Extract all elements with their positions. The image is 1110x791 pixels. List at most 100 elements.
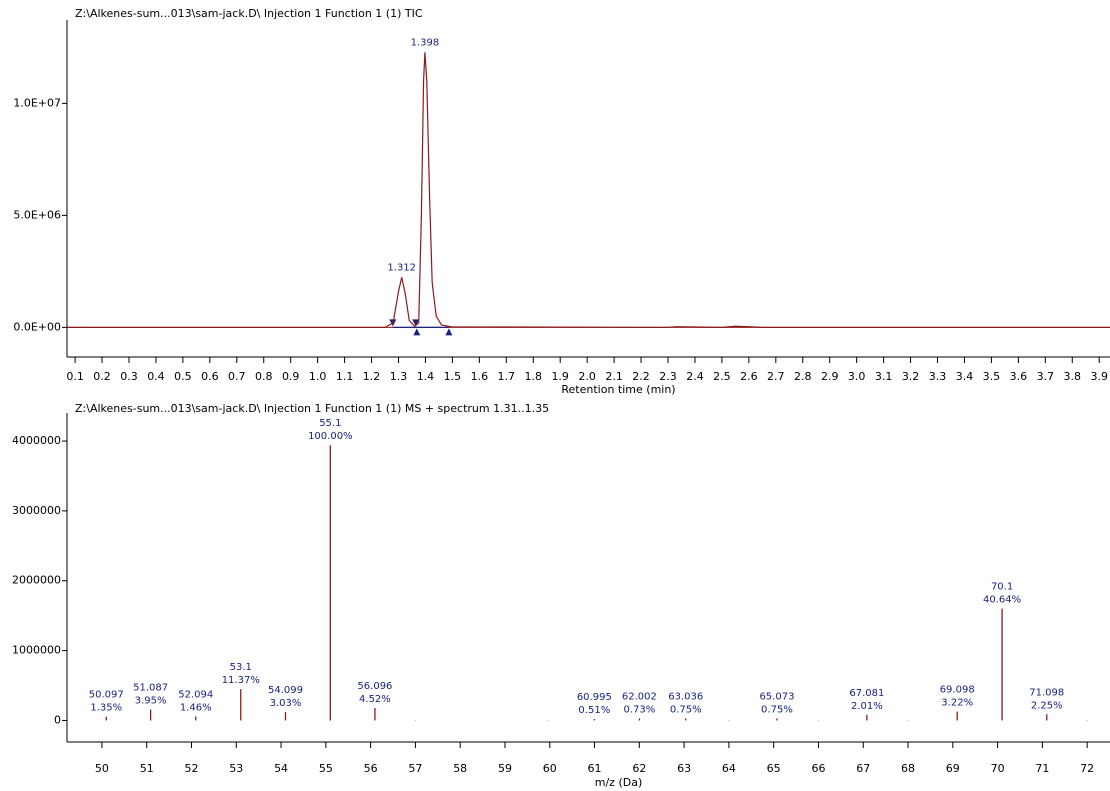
peak-percent-label: 0.73% xyxy=(624,704,656,715)
x-tick-label: 3.1 xyxy=(875,370,893,383)
x-tick-label: 1.8 xyxy=(525,370,543,383)
peak-end-marker xyxy=(413,328,421,336)
x-tick-label: 66 xyxy=(811,762,825,775)
x-tick-label: 1.2 xyxy=(363,370,381,383)
peak-percent-label: 40.64% xyxy=(983,595,1021,606)
x-tick-label: 3.2 xyxy=(902,370,920,383)
peak-mz-label: 56.096 xyxy=(357,681,392,692)
peak-start-marker xyxy=(412,319,420,327)
x-tick-label: 52 xyxy=(184,762,198,775)
x-tick-label: 2.1 xyxy=(605,370,623,383)
x-tick-label: 1.5 xyxy=(444,370,462,383)
chart-title: Z:\Alkenes-sum...013\sam-jack.D\ Injecti… xyxy=(75,402,549,415)
peak-mz-label: 53.1 xyxy=(230,662,252,673)
x-tick-label: 58 xyxy=(453,762,467,775)
x-tick-label: 0.1 xyxy=(66,370,84,383)
x-tick-label: 56 xyxy=(364,762,378,775)
x-tick-label: 2.8 xyxy=(794,370,812,383)
peak-mz-label: 51.087 xyxy=(133,683,168,694)
x-tick-label: 2.9 xyxy=(821,370,839,383)
y-tick-label: 1000000 xyxy=(12,644,61,657)
peak-mz-label: 65.073 xyxy=(759,691,794,702)
x-tick-label: 71 xyxy=(1035,762,1049,775)
x-tick-label: 3.0 xyxy=(848,370,866,383)
x-tick-label: 55 xyxy=(319,762,333,775)
tic-trace xyxy=(67,52,1110,328)
x-tick-label: 53 xyxy=(229,762,243,775)
peak-percent-label: 11.37% xyxy=(222,675,260,686)
peak-mz-label: 69.098 xyxy=(940,685,975,696)
x-tick-label: 51 xyxy=(140,762,154,775)
x-tick-label: 1.4 xyxy=(417,370,435,383)
chart-title: Z:\Alkenes-sum...013\sam-jack.D\ Injecti… xyxy=(75,7,423,20)
x-tick-label: 3.8 xyxy=(1064,370,1082,383)
x-tick-label: 54 xyxy=(274,762,288,775)
x-tick-label: 0.3 xyxy=(120,370,138,383)
x-tick-label: 3.3 xyxy=(929,370,947,383)
peak-percent-label: 100.00% xyxy=(308,431,353,442)
x-tick-label: 1.0 xyxy=(309,370,327,383)
peak-mz-label: 71.098 xyxy=(1029,687,1064,698)
peak-percent-label: 2.25% xyxy=(1031,700,1063,711)
peak-mz-label: 52.094 xyxy=(178,689,213,700)
peak-percent-label: 2.01% xyxy=(851,701,883,712)
peak-mz-label: 67.081 xyxy=(849,688,884,699)
y-tick-label: 0 xyxy=(54,713,61,726)
x-tick-label: 50 xyxy=(95,762,109,775)
x-tick-label: 3.7 xyxy=(1037,370,1055,383)
x-tick-label: 2.4 xyxy=(686,370,704,383)
x-tick-label: 0.5 xyxy=(174,370,192,383)
x-tick-label: 61 xyxy=(588,762,602,775)
peak-label: 1.312 xyxy=(387,262,416,273)
y-tick-label: 1.0E+07 xyxy=(13,96,61,109)
peak-percent-label: 4.52% xyxy=(359,694,391,705)
x-tick-label: 69 xyxy=(946,762,960,775)
y-tick-label: 2000000 xyxy=(12,574,61,587)
x-tick-label: 62 xyxy=(632,762,646,775)
x-tick-label: 65 xyxy=(767,762,781,775)
x-tick-label: 1.1 xyxy=(336,370,354,383)
x-tick-label: 72 xyxy=(1080,762,1094,775)
x-tick-label: 1.3 xyxy=(390,370,408,383)
x-tick-label: 0.7 xyxy=(228,370,246,383)
x-tick-label: 0.6 xyxy=(201,370,219,383)
y-tick-label: 4000000 xyxy=(12,434,61,447)
x-tick-label: 2.2 xyxy=(632,370,650,383)
x-tick-label: 59 xyxy=(498,762,512,775)
peak-mz-label: 50.097 xyxy=(89,690,124,701)
x-tick-label: 2.3 xyxy=(659,370,677,383)
peak-mz-label: 55.1 xyxy=(319,418,341,429)
peak-mz-label: 70.1 xyxy=(991,582,1013,593)
peak-percent-label: 1.46% xyxy=(180,702,212,713)
peak-label: 1.398 xyxy=(411,37,440,48)
peak-percent-label: 0.75% xyxy=(761,704,793,715)
x-tick-label: 0.2 xyxy=(93,370,111,383)
x-tick-label: 2.7 xyxy=(767,370,785,383)
x-tick-label: 2.5 xyxy=(713,370,731,383)
peak-mz-label: 63.036 xyxy=(668,691,703,702)
x-tick-label: 68 xyxy=(901,762,915,775)
peak-percent-label: 0.75% xyxy=(670,704,702,715)
y-tick-label: 0.0E+00 xyxy=(13,320,61,333)
x-tick-label: 64 xyxy=(722,762,736,775)
x-axis-label: m/z (Da) xyxy=(595,776,643,789)
peak-mz-label: 62.002 xyxy=(622,691,657,702)
x-tick-label: 3.5 xyxy=(983,370,1001,383)
x-tick-label: 2.6 xyxy=(740,370,758,383)
x-tick-label: 2.0 xyxy=(578,370,596,383)
peak-percent-label: 1.35% xyxy=(90,703,122,714)
x-tick-label: 57 xyxy=(408,762,422,775)
x-tick-label: 63 xyxy=(677,762,691,775)
x-tick-label: 3.6 xyxy=(1010,370,1028,383)
x-tick-label: 3.4 xyxy=(956,370,974,383)
x-tick-label: 60 xyxy=(543,762,557,775)
peak-percent-label: 3.03% xyxy=(270,698,302,709)
x-axis-label: Retention time (min) xyxy=(561,383,675,396)
peak-mz-label: 54.099 xyxy=(268,685,303,696)
x-tick-label: 1.9 xyxy=(551,370,569,383)
x-tick-label: 3.9 xyxy=(1090,370,1108,383)
x-tick-label: 67 xyxy=(856,762,870,775)
x-tick-label: 70 xyxy=(991,762,1005,775)
peak-mz-label: 60.995 xyxy=(577,692,612,703)
